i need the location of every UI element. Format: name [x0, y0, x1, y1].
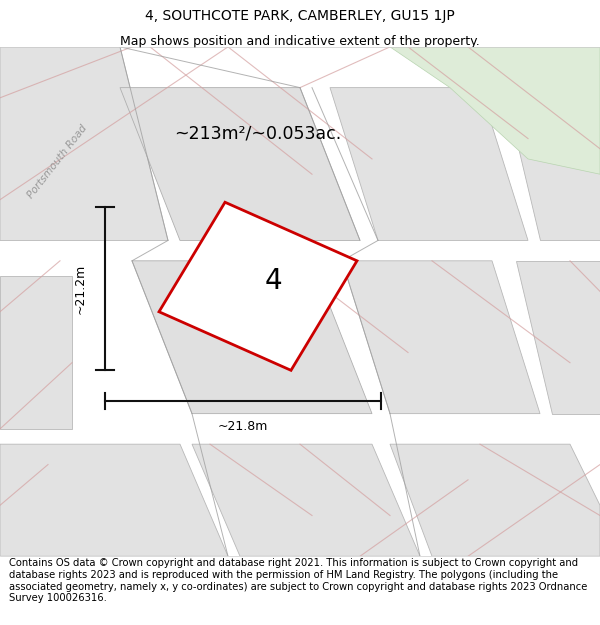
Text: Portsmouth Road: Portsmouth Road: [25, 123, 89, 200]
Text: ~21.8m: ~21.8m: [218, 420, 268, 433]
Polygon shape: [342, 261, 540, 414]
Polygon shape: [120, 88, 360, 241]
Polygon shape: [0, 47, 168, 241]
Polygon shape: [390, 47, 600, 174]
Polygon shape: [0, 276, 72, 429]
Text: Contains OS data © Crown copyright and database right 2021. This information is : Contains OS data © Crown copyright and d…: [9, 558, 587, 603]
Text: ~21.2m: ~21.2m: [73, 264, 86, 314]
Polygon shape: [390, 444, 600, 556]
Polygon shape: [330, 88, 528, 241]
Polygon shape: [192, 444, 420, 556]
Polygon shape: [159, 202, 357, 371]
Polygon shape: [504, 88, 600, 241]
Text: 4: 4: [264, 268, 282, 295]
Text: Map shows position and indicative extent of the property.: Map shows position and indicative extent…: [120, 35, 480, 48]
Text: 4, SOUTHCOTE PARK, CAMBERLEY, GU15 1JP: 4, SOUTHCOTE PARK, CAMBERLEY, GU15 1JP: [145, 9, 455, 23]
Polygon shape: [132, 261, 372, 414]
Polygon shape: [0, 444, 228, 556]
Polygon shape: [516, 261, 600, 414]
Text: ~213m²/~0.053ac.: ~213m²/~0.053ac.: [175, 124, 341, 142]
